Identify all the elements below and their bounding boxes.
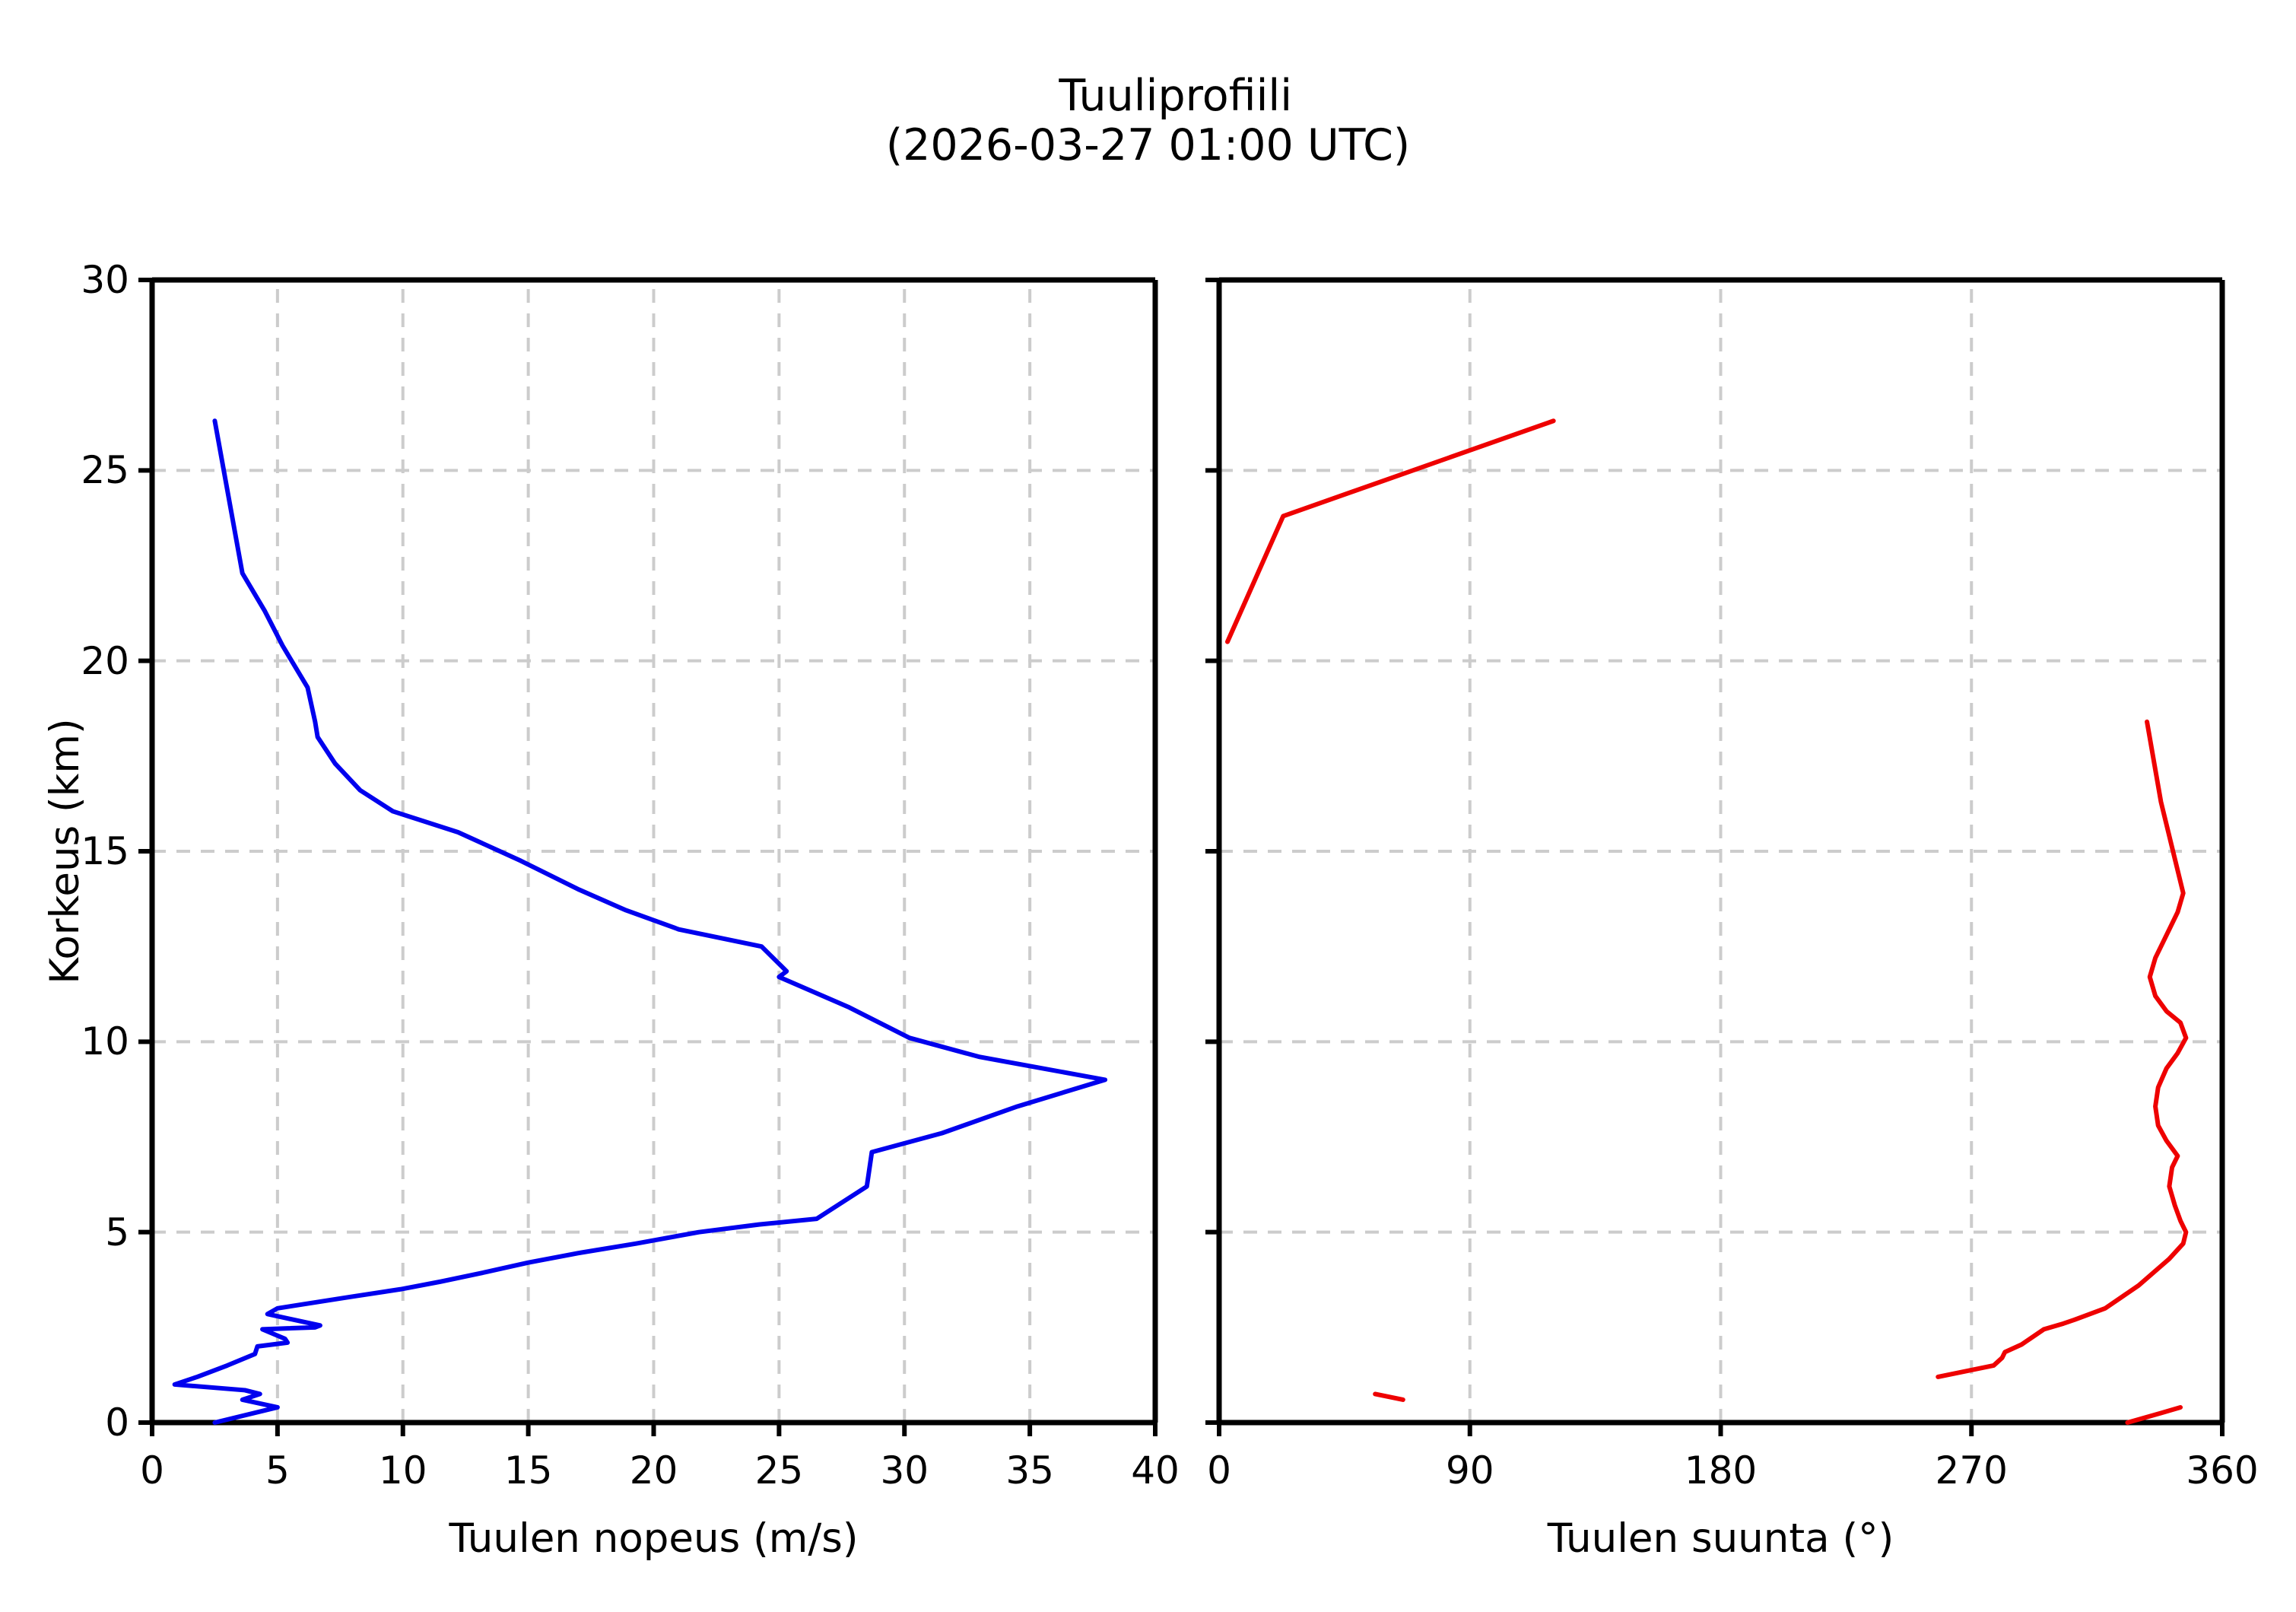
- ytick-label-height: 0: [105, 1401, 129, 1445]
- xtick-label-speed: 10: [378, 1448, 427, 1493]
- xaxis-title-speed: Tuulen nopeus (m/s): [449, 1515, 859, 1562]
- xaxis-title-direction: Tuulen suunta (°): [1547, 1515, 1894, 1562]
- figure-title-line-2: (2026-03-27 01:00 UTC): [885, 120, 1411, 171]
- xtick-label-speed: 5: [265, 1448, 290, 1493]
- axis-tick-marks: [138, 278, 2225, 1436]
- xtick-label-speed: 15: [503, 1448, 553, 1493]
- figure-title: Tuuliprofiili (2026-03-27 01:00 UTC): [0, 21, 2296, 271]
- gridlines-left-panel: [151, 278, 1157, 1424]
- xtick-label-direction: 360: [2186, 1448, 2259, 1493]
- xtick-label-speed: 40: [1131, 1448, 1180, 1493]
- wind-direction-series: [1224, 418, 2189, 1425]
- wind-direction-line: [1224, 418, 1556, 644]
- ytick-label-height: 10: [81, 1019, 129, 1064]
- xtick-label-speed: 30: [880, 1448, 929, 1493]
- xtick-label-direction: 270: [1935, 1448, 2008, 1493]
- ytick-label-height: 30: [81, 258, 129, 302]
- yaxis-title-height: Korkeus (km): [42, 718, 88, 984]
- figure-title-line-1: Tuuliprofiili: [1059, 70, 1293, 121]
- xtick-label-direction: 90: [1445, 1448, 1494, 1493]
- xtick-label-speed: 20: [629, 1448, 678, 1493]
- wind-speed-line: [172, 418, 1108, 1425]
- ytick-label-height: 20: [81, 638, 129, 683]
- gridlines-right-panel: [1218, 278, 2224, 1424]
- xtick-label-speed: 25: [754, 1448, 804, 1493]
- xtick-label-direction: 180: [1684, 1448, 1758, 1493]
- wind-speed-series: [172, 418, 1108, 1425]
- ytick-label-height: 5: [105, 1210, 129, 1254]
- xtick-label-speed: 0: [140, 1448, 164, 1493]
- wind-direction-line: [2125, 1404, 2183, 1425]
- ytick-label-height: 15: [81, 829, 129, 873]
- wind-direction-line: [1373, 1391, 1405, 1402]
- xtick-label-speed: 35: [1005, 1448, 1054, 1493]
- wind-direction-line: [1936, 719, 2189, 1379]
- ytick-label-height: 25: [81, 448, 129, 493]
- xtick-label-direction: 0: [1207, 1448, 1231, 1493]
